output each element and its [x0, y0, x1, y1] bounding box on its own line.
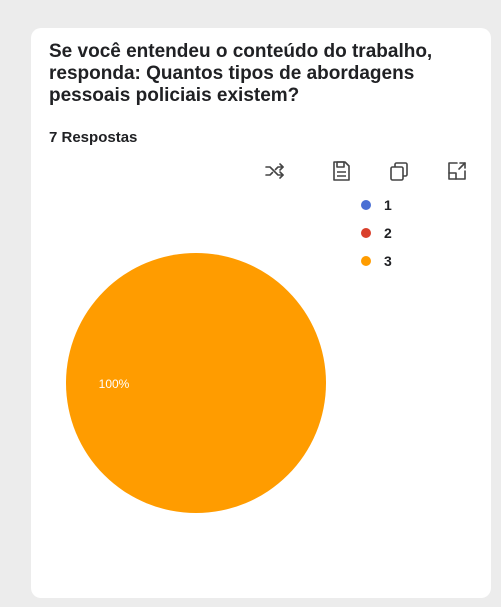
- pie-chart: 100%: [66, 253, 326, 513]
- question-card: Se você entendeu o conteúdo do trabalho,…: [31, 28, 491, 598]
- copy-icon[interactable]: [387, 159, 411, 183]
- legend-dot-2: [361, 228, 371, 238]
- shuffle-icon[interactable]: [263, 159, 287, 183]
- pie-data-label-3: 100%: [99, 377, 130, 391]
- legend-item-2: 2: [361, 219, 392, 247]
- pie-slice-3[interactable]: [66, 253, 326, 513]
- save-icon[interactable]: [329, 159, 353, 183]
- chart-legend: 1 2 3: [361, 191, 392, 275]
- question-title: Se você entendeu o conteúdo do trabalho,…: [49, 41, 433, 106]
- legend-label-2: 2: [384, 225, 392, 241]
- legend-label-1: 1: [384, 197, 392, 213]
- legend-dot-3: [361, 256, 371, 266]
- legend-dot-1: [361, 200, 371, 210]
- response-count: 7 Respostas: [49, 129, 138, 146]
- legend-label-3: 3: [384, 253, 392, 269]
- legend-item-3: 3: [361, 247, 392, 275]
- legend-item-1: 1: [361, 191, 392, 219]
- expand-icon[interactable]: [445, 159, 469, 183]
